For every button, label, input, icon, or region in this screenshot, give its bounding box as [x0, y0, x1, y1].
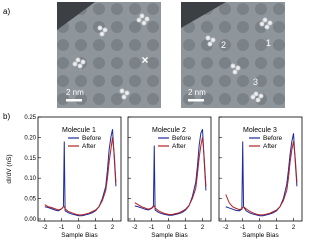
molecule-label: 2 [221, 40, 226, 50]
legend-label: After [263, 143, 278, 150]
x-tick-label: -2 [42, 225, 48, 231]
legend-label: After [172, 143, 187, 150]
x-tick-label: -1 [59, 225, 65, 231]
data-line [44, 137, 117, 216]
y-tick-label: 0.25 [24, 115, 36, 121]
molecule-label: 1 [266, 38, 271, 48]
legend-label: Before [263, 135, 283, 142]
plot-frame [218, 116, 303, 222]
data-line [134, 129, 207, 216]
molecule-label: 3 [253, 77, 258, 87]
legend-title: Molecule 1 [62, 127, 96, 134]
y-tick-label: 0.05 [24, 197, 36, 203]
scale-label: 2 nm [188, 88, 206, 97]
y-tick-label: 0.00 [24, 217, 36, 223]
y-tick-label: 0.15 [24, 156, 36, 162]
data-line [225, 141, 298, 216]
x-tick-label: -2 [132, 225, 138, 231]
x-tick-label: 0 [258, 225, 262, 231]
x-axis-label: Sample Bias [61, 232, 98, 239]
stm-image [181, 2, 285, 108]
scale-label: 2 nm [66, 88, 84, 97]
legend-label: Before [172, 135, 192, 142]
y-tick-label: 0.20 [24, 135, 36, 141]
x-axis-label: Sample Bias [151, 232, 188, 239]
x-tick-label: -1 [240, 225, 246, 231]
legend-title: Molecule 3 [243, 127, 277, 134]
data-line [134, 137, 207, 215]
x-tick-label: 1 [184, 225, 188, 231]
x-tick-label: 2 [111, 225, 115, 231]
data-line [44, 129, 117, 217]
legend-label: After [82, 143, 97, 150]
legend-label: Before [82, 135, 102, 142]
figure: a) b) 2 nm × 2 nm 2 1 3 -2 -1 0 1 2 0.00 0.05 0… [3, 2, 303, 239]
x-tick-label: 2 [201, 225, 205, 231]
x-tick-label: 0 [167, 225, 171, 231]
x-tick-label: -1 [149, 225, 155, 231]
data-line [225, 133, 298, 217]
y-tick-label: 0.10 [24, 176, 36, 182]
x-tick-label: -2 [223, 225, 229, 231]
x-tick-label: 1 [275, 225, 279, 231]
x-axis-label: Sample Bias [242, 232, 279, 239]
plot-frame [37, 116, 122, 222]
stm-image [57, 2, 161, 108]
x-tick-label: 1 [94, 225, 98, 231]
x-tick-label: 0 [77, 225, 81, 231]
marker: × [141, 53, 148, 67]
x-tick-label: 2 [292, 225, 296, 231]
plot-frame [127, 116, 212, 222]
y-axis-label: dI/dV (nS) [6, 154, 13, 183]
panel-label: a) [3, 7, 10, 16]
legend-title: Molecule 2 [152, 127, 186, 134]
panel-label: b) [3, 112, 10, 121]
